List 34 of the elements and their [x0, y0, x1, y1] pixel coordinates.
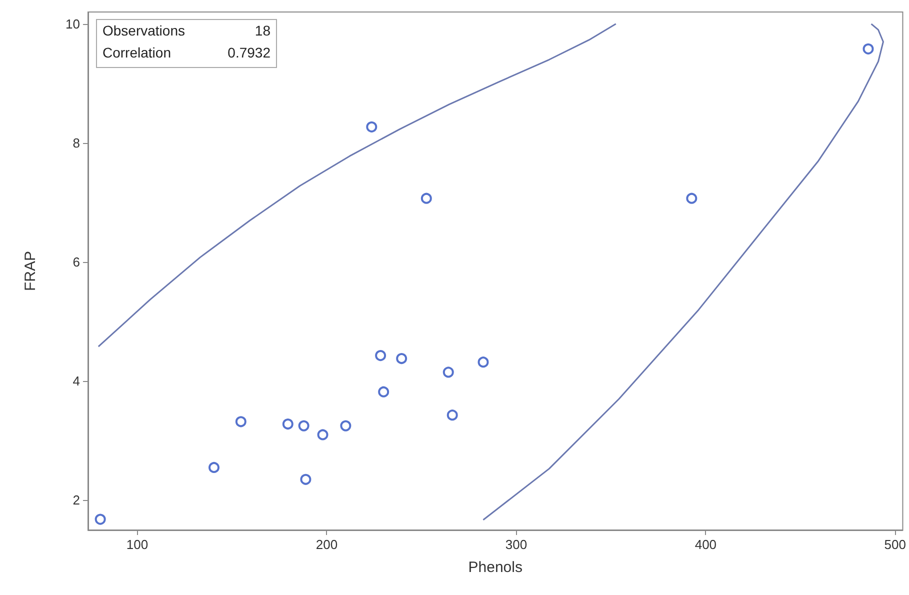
- y-tick-label: 4: [72, 374, 80, 389]
- x-axis-title: Phenols: [468, 559, 522, 576]
- y-axis-title: FRAP: [22, 250, 39, 292]
- point: [446, 410, 458, 421]
- y-tick-label: 8: [72, 135, 80, 150]
- x-tick-label: 500: [884, 537, 906, 552]
- point: [340, 420, 352, 432]
- point: [478, 356, 489, 368]
- point: [300, 474, 312, 485]
- point: [420, 192, 432, 204]
- point: [378, 386, 390, 398]
- point: [94, 514, 106, 525]
- x-tick-label: 100: [126, 537, 148, 552]
- point: [375, 350, 386, 362]
- point: [235, 416, 246, 428]
- line-series: [482, 23, 884, 521]
- x-tick-label: 400: [694, 537, 717, 552]
- point: [862, 43, 874, 54]
- point: [317, 429, 328, 440]
- x-tick-label: 200: [316, 537, 338, 552]
- point: [208, 462, 220, 473]
- point: [366, 121, 378, 132]
- y-tick-label: 2: [72, 492, 80, 508]
- point: [442, 366, 454, 378]
- y-tick-label: 6: [72, 254, 80, 270]
- point: [396, 353, 408, 364]
- y-tick-label: 10: [66, 16, 80, 32]
- text: Correlation 0.7932: [102, 44, 270, 60]
- line-series: [98, 23, 617, 348]
- text: Observations 18: [102, 22, 270, 38]
- point: [298, 420, 310, 432]
- x-tick-label: 300: [505, 537, 528, 552]
- point: [282, 418, 294, 430]
- point: [686, 192, 698, 204]
